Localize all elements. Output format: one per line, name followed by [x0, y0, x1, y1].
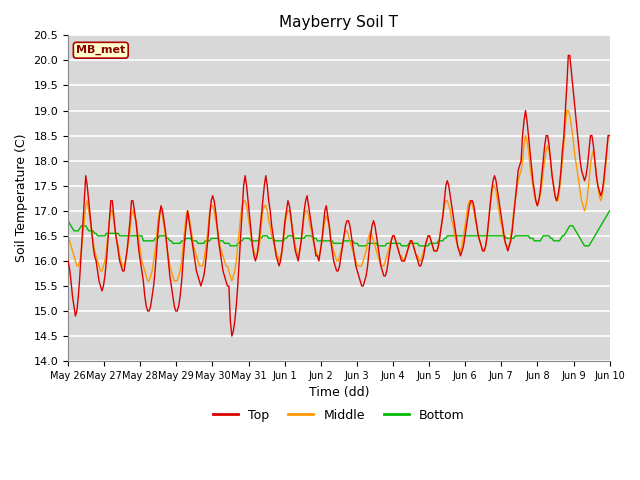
Top	[104, 238, 112, 244]
Line: Middle: Middle	[68, 110, 610, 281]
Bottom	[104, 230, 112, 236]
X-axis label: Time (dd): Time (dd)	[308, 386, 369, 399]
Text: MB_met: MB_met	[76, 45, 125, 55]
Bottom	[506, 236, 513, 241]
Top	[428, 238, 435, 244]
Legend: Top, Middle, Bottom: Top, Middle, Bottom	[209, 404, 469, 427]
Middle	[143, 273, 150, 279]
Top	[606, 132, 614, 138]
Top	[506, 243, 513, 249]
Line: Bottom: Bottom	[68, 211, 610, 246]
Y-axis label: Soil Temperature (C): Soil Temperature (C)	[15, 134, 28, 263]
Bottom	[93, 233, 101, 239]
Middle	[606, 132, 614, 138]
Bottom	[143, 238, 150, 244]
Middle	[218, 248, 225, 254]
Title: Mayberry Soil T: Mayberry Soil T	[279, 15, 398, 30]
Top	[216, 248, 224, 254]
Middle	[144, 278, 152, 284]
Top	[228, 333, 236, 339]
Middle	[563, 108, 571, 113]
Bottom	[216, 238, 224, 244]
Top	[64, 258, 72, 264]
Bottom	[64, 218, 72, 224]
Bottom	[606, 208, 614, 214]
Top	[564, 52, 572, 58]
Middle	[428, 238, 435, 244]
Bottom	[227, 243, 234, 249]
Bottom	[428, 240, 435, 246]
Middle	[506, 243, 513, 249]
Middle	[93, 258, 101, 264]
Line: Top: Top	[68, 55, 610, 336]
Top	[93, 268, 101, 274]
Middle	[64, 233, 72, 239]
Top	[143, 303, 150, 309]
Middle	[104, 233, 112, 239]
